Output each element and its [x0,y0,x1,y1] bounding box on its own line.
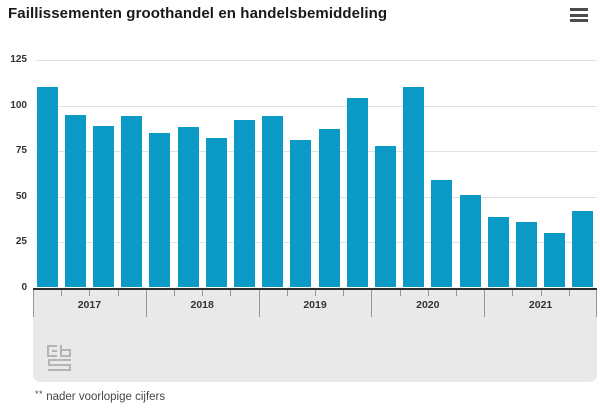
footnote-marker: ** [35,389,44,399]
gridline [36,196,597,198]
y-axis-label: 75 [15,145,27,156]
x-axis-line [33,287,597,290]
quarter-tick [343,290,345,296]
year-separator-tick [33,290,34,317]
bar[interactable] [64,114,86,288]
quarter-tick [540,290,542,296]
hamburger-bar [570,13,588,17]
bar[interactable] [290,140,312,288]
quarter-tick [61,290,63,296]
year-separator-tick [596,290,597,317]
gridline [36,60,597,61]
quarter-tick [202,290,204,296]
bar[interactable] [234,120,255,288]
quarter-tick [568,290,570,296]
y-axis-label: 50 [15,190,27,202]
quarter-tick [315,290,316,296]
bar[interactable] [516,221,537,288]
x-axis-year-label: 2020 [416,299,440,311]
bar[interactable] [93,125,114,288]
hamburger-bar [570,19,588,22]
year-separator-tick [371,290,373,317]
x-axis-year-label: 2018 [190,299,214,311]
bar[interactable] [572,211,594,288]
x-axis-year-label: 2021 [528,299,553,311]
bar[interactable] [544,232,566,288]
chart-title: Faillissementen groothandel en handelsbe… [8,5,388,22]
bar[interactable] [36,87,58,288]
bar[interactable] [318,129,340,288]
bar[interactable] [487,216,509,288]
gridline [36,242,597,243]
bar[interactable] [403,87,425,288]
quarter-tick [174,290,175,296]
year-separator-tick [145,290,147,317]
year-separator-tick [484,290,486,317]
hamburger-menu-icon[interactable] [570,8,588,22]
footnote-text: nader voorlopige cijfers [46,391,166,403]
quarter-tick [456,290,457,296]
cbs-logo [47,345,71,371]
y-axis-label: 125 [10,54,27,65]
quarter-tick [230,290,232,296]
quarter-tick [512,290,514,296]
quarter-tick [117,290,119,296]
bar[interactable] [121,116,143,288]
quarter-tick [399,290,401,296]
y-axis-label: 100 [10,99,27,111]
x-axis-year-label: 2019 [303,299,327,311]
bar[interactable] [375,145,396,288]
quarter-tick [286,290,288,296]
gridline [36,151,597,152]
y-axis-label: 0 [21,281,27,293]
bar[interactable] [177,127,199,288]
x-axis-band: 2017 2018 2019 2020 2021 [33,290,597,382]
quarter-tick [427,290,429,296]
quarter-tick [89,290,91,296]
x-axis-year-label: 2017 [77,299,102,311]
bar[interactable] [149,132,171,288]
footnote: ** nader voorlopige cijfers [35,389,165,403]
bar[interactable] [459,194,481,288]
bar[interactable] [431,180,453,288]
bar[interactable] [205,138,227,288]
year-separator-tick [258,290,260,317]
y-axis-label: 25 [15,236,27,247]
bar[interactable] [262,116,284,288]
hamburger-bar [570,8,588,11]
bar[interactable] [346,98,368,288]
gridline [36,105,597,107]
